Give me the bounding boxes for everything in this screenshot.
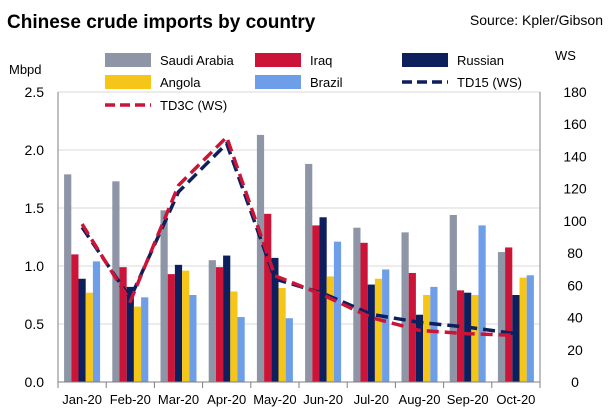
bar (119, 267, 127, 382)
x-tick-label: May-20 (253, 392, 296, 407)
bar (278, 288, 286, 382)
y2-tick-label: 80 (567, 245, 583, 261)
y2-ticks: 0 20 40 60 80 100 120 140 160 180 (563, 84, 587, 390)
bar (367, 284, 375, 382)
bar (189, 295, 197, 382)
bar (285, 318, 293, 382)
bar (85, 292, 93, 382)
y-tick-label: 2.0 (25, 142, 45, 158)
legend-label: Angola (160, 75, 201, 90)
x-tick-label: Mar-20 (158, 392, 199, 407)
bar (505, 247, 513, 382)
y-tick-label: 0.5 (25, 316, 45, 332)
bar (264, 213, 272, 382)
y2-tick-label: 140 (563, 148, 587, 164)
legend-label: Russian (457, 53, 504, 68)
legend-label: TD3C (WS) (160, 98, 227, 113)
bar (167, 274, 175, 382)
lines-layer (80, 135, 517, 338)
legend-swatch (255, 53, 301, 67)
bar (230, 291, 238, 382)
bar (208, 260, 216, 382)
x-tick-label: Feb-20 (110, 392, 151, 407)
y2-tick-label: 40 (567, 310, 583, 326)
bar (71, 254, 79, 382)
bar (478, 225, 486, 382)
y2-axis-label: WS (555, 48, 576, 63)
x-tick-label: Jan-20 (62, 392, 102, 407)
series-line (80, 135, 516, 338)
bar (401, 232, 409, 382)
y-tick-label: 1.5 (25, 200, 45, 216)
y2-tick-label: 0 (571, 374, 579, 390)
legend-swatch (105, 53, 151, 67)
axes (57, 92, 541, 388)
bar (92, 261, 101, 382)
bar (326, 276, 334, 382)
chart-source: Source: Kpler/Gibson (470, 12, 603, 28)
y2-tick-label: 120 (563, 181, 587, 197)
bar (182, 270, 190, 382)
bar (382, 269, 390, 382)
y-tick-label: 2.5 (25, 84, 45, 100)
chart-title: Chinese crude imports by country (7, 12, 316, 33)
bar (471, 295, 479, 382)
legend-label: Saudi Arabia (160, 53, 234, 68)
legend-label: Iraq (310, 53, 332, 68)
y2-tick-label: 160 (563, 116, 587, 132)
bar (430, 286, 438, 382)
bar (374, 278, 383, 382)
y-tick-label: 0.0 (25, 374, 45, 390)
bar (305, 163, 313, 382)
legend-swatch (255, 75, 301, 89)
bar (78, 278, 86, 382)
x-tick-label: Jul-20 (354, 392, 389, 407)
x-tick-label: Oct-20 (496, 392, 535, 407)
legend: Saudi Arabia Iraq Russian Angola Brazil TD15 … (105, 53, 522, 113)
y-tick-label: 1.0 (25, 258, 45, 274)
bar (174, 264, 183, 382)
bar (519, 277, 527, 382)
y-axis-label: Mbpd (9, 62, 42, 77)
bars-layer (64, 134, 534, 382)
bar (133, 306, 142, 382)
bar (423, 295, 431, 382)
bar (64, 174, 72, 382)
x-tick-label: Sep-20 (447, 392, 489, 407)
bar (126, 286, 134, 382)
bar (497, 252, 506, 382)
legend-label: TD15 (WS) (457, 75, 522, 90)
bar (223, 255, 231, 382)
bar (464, 292, 472, 382)
y-ticks: 0.0 0.5 1.0 1.5 2.0 2.5 (25, 84, 45, 390)
bar (319, 217, 327, 382)
bar (256, 134, 265, 382)
bar (312, 225, 320, 382)
legend-label: Brazil (310, 75, 343, 90)
bar (526, 275, 534, 382)
x-tick-label: Jun-20 (303, 392, 343, 407)
legend-swatch (105, 75, 151, 89)
y2-tick-label: 100 (563, 213, 587, 229)
bar (449, 214, 457, 382)
y2-tick-label: 20 (567, 342, 583, 358)
legend-swatch (402, 53, 448, 67)
y2-tick-label: 180 (563, 84, 587, 100)
x-tick-label: Aug-20 (399, 392, 441, 407)
bar (415, 314, 424, 382)
bar (141, 297, 149, 382)
bar (353, 227, 361, 382)
bar (160, 210, 168, 382)
bar (215, 267, 224, 382)
bar (333, 241, 342, 382)
bar (112, 181, 120, 382)
x-tick-label: Apr-20 (207, 392, 246, 407)
bar (271, 257, 279, 382)
bar (456, 290, 465, 382)
y2-tick-label: 60 (567, 277, 583, 293)
bar (512, 295, 520, 382)
x-ticks: Jan-20 Feb-20 Mar-20 Apr-20 May-20 Jun-20 Jul-… (62, 392, 535, 407)
bar (237, 317, 245, 382)
